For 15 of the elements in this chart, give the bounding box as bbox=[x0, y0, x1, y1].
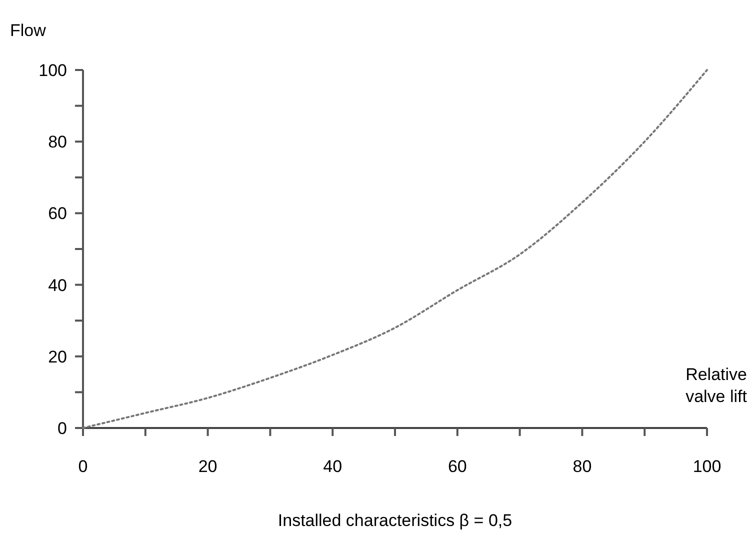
x-tick-label: 100 bbox=[692, 457, 722, 476]
y-axis-title: Flow bbox=[10, 21, 47, 40]
x-tick-label: 40 bbox=[323, 457, 342, 476]
x-tick-label: 60 bbox=[448, 457, 467, 476]
y-tick-label: 100 bbox=[38, 60, 67, 80]
y-tick-label: 60 bbox=[48, 204, 67, 224]
y-tick-label: 20 bbox=[48, 347, 67, 366]
text: Installed characteristics β = 0,5 bbox=[278, 511, 512, 530]
y-tick-label: 40 bbox=[48, 276, 67, 295]
y-tick-label: 80 bbox=[48, 132, 67, 152]
x-tick-label: 0 bbox=[78, 457, 88, 476]
y-tick-label: 0 bbox=[58, 418, 67, 438]
x-axis-title: Relative valve lift bbox=[686, 365, 748, 406]
x-tick-label: 80 bbox=[572, 457, 592, 476]
x-tick-label: 20 bbox=[198, 457, 218, 476]
